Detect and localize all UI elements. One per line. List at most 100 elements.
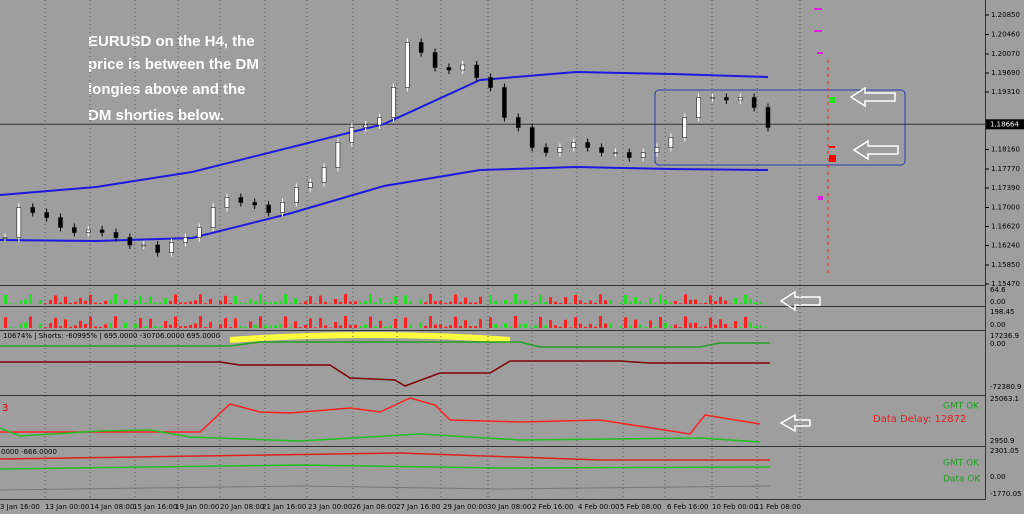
hist-bar [249, 321, 252, 328]
hist-bar [194, 323, 197, 328]
candle [99, 229, 105, 233]
hist-bar [54, 317, 57, 328]
hist-bar [49, 323, 52, 328]
hist-bar [539, 294, 542, 304]
hist-bar [624, 295, 627, 304]
hist-bar [139, 295, 142, 304]
candle [44, 212, 49, 218]
hist-bar [334, 321, 337, 328]
candle [738, 97, 743, 101]
candle [405, 42, 410, 88]
hist-bar [459, 302, 462, 304]
hist-bar [29, 316, 32, 328]
hist-bar [309, 318, 312, 328]
candle [238, 197, 244, 203]
hist-bar [649, 297, 652, 304]
candle [363, 124, 368, 128]
hist-bar [379, 297, 382, 304]
hist-bar [144, 326, 147, 328]
candle [543, 147, 549, 153]
hist-bar [259, 294, 262, 304]
hist-bar [164, 321, 167, 328]
candle [183, 237, 188, 243]
hist-bar [329, 327, 332, 328]
hist-bar [469, 326, 472, 328]
hist-bar [259, 316, 262, 328]
status: GMT OK [943, 402, 980, 412]
hist-bar [194, 300, 197, 304]
hist-bar [609, 323, 612, 328]
axis-label: 0.00 [990, 321, 1006, 329]
hist-bar [674, 324, 677, 328]
hist-bar [4, 294, 7, 304]
axis-label: 2950.9 [990, 437, 1015, 445]
hist-bar [524, 300, 527, 304]
price-label: 1.17390 [991, 184, 1020, 192]
hist-bar [59, 326, 62, 328]
hist-bar [514, 294, 517, 304]
hist-bar [609, 299, 612, 304]
hist-bar [599, 316, 602, 328]
hist-bar [189, 301, 192, 304]
hist-bar [19, 300, 22, 304]
hist-bar [389, 325, 392, 328]
hist-bar [539, 316, 542, 328]
hist-bar [664, 322, 667, 328]
hist-bar [569, 327, 572, 328]
hist-bar [294, 298, 297, 304]
hist-bar [284, 294, 287, 304]
candle [460, 64, 466, 71]
hist-bar [509, 326, 512, 328]
hist-bar [454, 316, 457, 328]
hist-bar [374, 326, 377, 328]
hist-bar [759, 325, 762, 328]
hist-bar [389, 301, 392, 304]
hist-bar [424, 302, 427, 304]
hist-bar [604, 300, 607, 304]
hist-bar [714, 324, 717, 328]
hist-bar [699, 303, 702, 304]
hist-bar [739, 326, 742, 328]
hist-bar [449, 301, 452, 304]
hist-bar [754, 325, 757, 328]
hist-bar [404, 317, 407, 328]
indicator-histogram [4, 294, 767, 328]
hist-bar [534, 325, 537, 328]
hist-bar [524, 323, 527, 328]
hist-bar [99, 303, 102, 304]
hist-bar [489, 317, 492, 328]
hist-bar [224, 295, 227, 304]
hist-bar [674, 301, 677, 304]
candle [710, 97, 715, 99]
hist-bar [394, 296, 397, 304]
hist-bar [504, 299, 507, 304]
hist-bar [719, 296, 722, 304]
hist-bar [84, 324, 87, 328]
panel-label: 3 [2, 403, 8, 414]
hist-bar [639, 324, 642, 328]
hist-bar [339, 325, 342, 328]
hist-bar [304, 324, 307, 328]
axis-label: 64.6 [990, 286, 1006, 294]
hist-bar [409, 301, 412, 304]
hist-bar [264, 325, 267, 328]
candle [196, 227, 202, 238]
hist-bar [359, 325, 362, 328]
price-label: 1.18160 [991, 146, 1020, 154]
hist-bar [179, 325, 182, 328]
date-label: 5 Feb 08:00 [620, 503, 661, 511]
hist-bar [244, 302, 247, 304]
hist-bar [9, 302, 12, 304]
hist-bar [319, 317, 322, 328]
candle [696, 97, 701, 118]
hist-bar [339, 301, 342, 304]
hist-bar [459, 325, 462, 328]
hist-bar [79, 297, 82, 304]
hist-bar [4, 317, 7, 328]
annotation-line: DM shorties below. [88, 107, 224, 124]
hist-bar [384, 302, 387, 304]
candle [585, 142, 590, 148]
hist-bar [104, 300, 107, 304]
hist-bar [284, 316, 287, 328]
candle [432, 52, 438, 68]
